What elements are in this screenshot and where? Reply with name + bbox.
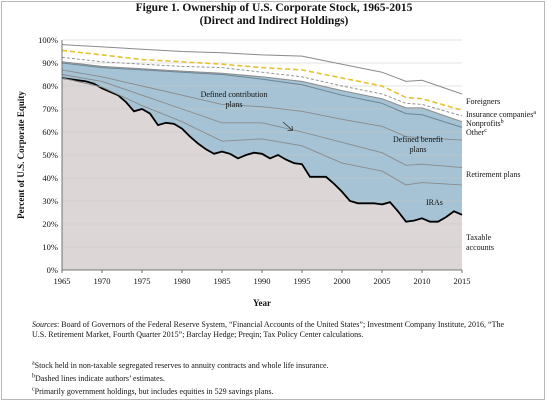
series-lines [61, 44, 463, 223]
defined-contribution-arrowhead [287, 125, 293, 131]
label-other: Otherc [466, 128, 487, 137]
y-tick-label: 60% [42, 127, 58, 137]
y-tick-label: 30% [42, 196, 58, 206]
sources-note: Sources: Board of Governors of the Feder… [32, 320, 505, 339]
x-tick-label: 2000 [334, 276, 351, 286]
label-defined-contribution-2: plans [226, 100, 243, 109]
x-tick-label: 2005 [374, 276, 391, 286]
y-tick-label: 10% [42, 242, 58, 252]
axes: 0% 10% 20% 30% 40% 50% 60% 70% 80% 90% 100% 1965 197… [38, 35, 470, 286]
series-line-other [61, 61, 463, 123]
gridlines [62, 39, 462, 271]
x-tick-label: 1970 [94, 276, 111, 286]
label-taxable-2: accounts [466, 243, 494, 252]
x-tick-label: 2010 [414, 276, 431, 286]
label-retirement-plans: Retirement plans [466, 170, 520, 179]
label-defined-benefit-1: Defined benefit [393, 135, 444, 144]
defined-contribution-arrow [282, 121, 293, 131]
taxable-area [62, 78, 462, 270]
x-tick-label: 1990 [254, 276, 271, 286]
series-line-defined-benefit-plans [61, 69, 463, 141]
chart-subtitle: (Direct and Indirect Holdings) [199, 15, 349, 27]
x-tick-label: 1965 [54, 276, 71, 286]
y-tick-label: 100% [38, 35, 58, 45]
label-defined-contribution-1: Defined contribution [201, 90, 268, 99]
y-tick-label: 0% [47, 265, 58, 275]
x-tick-label: 2015 [454, 276, 471, 286]
series-line-retirement-plans [61, 74, 463, 169]
x-tick-label: 1995 [294, 276, 311, 286]
y-tick-label: 90% [42, 58, 58, 68]
label-iras: IRAs [426, 198, 443, 207]
x-tick-label: 1975 [134, 276, 151, 286]
series-line-nonprofits [61, 56, 463, 117]
series-line-iras [61, 77, 463, 186]
footnote-c: cPrimarily government holdings, but incl… [32, 386, 274, 396]
label-nonprofits: Nonprofitsb [466, 119, 504, 128]
label-defined-benefit-2: plans [410, 145, 427, 154]
y-axis-title: Percent of U.S. Corporate Equity [16, 91, 26, 219]
series-line-defined-contribution-plans [61, 62, 463, 128]
y-tick-label: 70% [42, 104, 58, 114]
label-taxable-1: Taxable [466, 233, 492, 242]
series-line-insurance-companies [61, 49, 463, 111]
series-line-taxable-accounts [61, 77, 463, 223]
label-foreigners: Foreigners [466, 97, 500, 106]
x-axis-title: Year [253, 298, 271, 308]
y-tick-label: 40% [42, 173, 58, 183]
y-tick-label: 80% [42, 81, 58, 91]
series-line-foreigners [61, 44, 463, 95]
y-tick-label: 50% [42, 150, 58, 160]
y-tick-label: 20% [42, 219, 58, 229]
footnote-b: bDashed lines indicate authors’ estimate… [32, 373, 165, 383]
x-tick-label: 1980 [174, 276, 191, 286]
label-insurance-companies: Insurance companiesa [466, 110, 536, 119]
chart-title: Figure 1. Ownership of U.S. Corporate St… [135, 2, 413, 14]
footnote-a: aStock held in non-taxable segregated re… [32, 360, 329, 370]
x-tick-label: 1985 [214, 276, 231, 286]
